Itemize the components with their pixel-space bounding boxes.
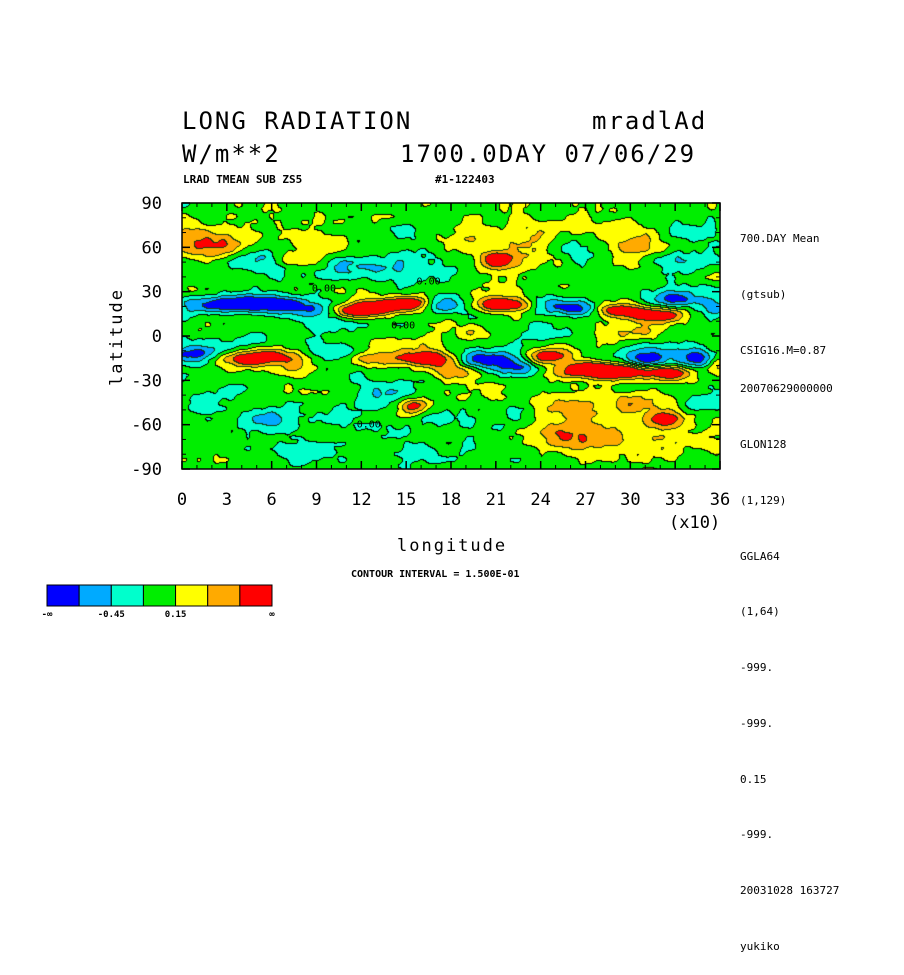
colorbar-label: ∞ xyxy=(269,610,275,620)
y-tick-label: 30 xyxy=(142,283,162,303)
colorbar-label: -∞ xyxy=(42,610,53,620)
x-tick-label: 18 xyxy=(441,490,461,510)
x-tick-label: 27 xyxy=(575,490,595,510)
subtitle-right: #1-122403 xyxy=(435,173,495,186)
side-info-line: -999. xyxy=(740,828,774,842)
time-info: 1700.0DAY 07/06/29 xyxy=(400,140,697,168)
contour-label: 0.00 xyxy=(417,276,441,287)
side-info-line: (gtsub) xyxy=(740,287,787,301)
colorbar-swatch xyxy=(78,584,112,607)
side-info-line: (1,129) xyxy=(740,493,787,507)
colorbar-swatch xyxy=(142,584,177,607)
colorbar-label: -0.45 xyxy=(98,610,125,620)
y-tick-label: 0 xyxy=(152,327,162,347)
side-info-line: -999. xyxy=(740,661,774,675)
chart-title: LONG RADIATION xyxy=(182,107,413,135)
x-tick-label: 12 xyxy=(351,490,371,510)
y-tick-label: 60 xyxy=(142,238,162,258)
colorbar-swatch xyxy=(207,584,241,607)
x-tick-label: 0 xyxy=(177,490,187,510)
side-info-line: 0.15 xyxy=(740,772,767,786)
side-info-line: -999. xyxy=(740,716,774,730)
side-info-line: (1,64) xyxy=(740,605,780,619)
x-tick-label: 3 xyxy=(222,490,232,510)
x-tick-label: 21 xyxy=(486,490,506,510)
y-tick-label: -60 xyxy=(131,416,162,436)
x-tick-label: 24 xyxy=(530,490,550,510)
side-info-line: 20070629000000 xyxy=(740,382,833,396)
x-tick-label: 30 xyxy=(620,490,640,510)
side-info-bottom: 20070629000000 GLON128 (1,129) GGLA64 (1… xyxy=(740,343,839,975)
y-tick-label: -90 xyxy=(131,460,162,480)
contour-label: 0.00 xyxy=(391,321,415,332)
side-info-line: GGLA64 xyxy=(740,549,780,563)
y-tick-label: 90 xyxy=(142,194,162,214)
side-info-line: GLON128 xyxy=(740,437,787,451)
x-tick-label: 9 xyxy=(311,490,321,510)
y-tick-label: -30 xyxy=(131,371,162,391)
colorbar-label: 0.15 xyxy=(165,610,187,620)
x-multiplier: (x10) xyxy=(669,513,721,533)
x-tick-label: 6 xyxy=(267,490,277,510)
x-tick-label: 15 xyxy=(396,490,416,510)
side-info-line: 700.DAY Mean xyxy=(740,232,820,246)
units-label: W/m**2 xyxy=(182,140,281,168)
x-tick-label: 36 xyxy=(710,490,730,510)
side-info-line: CSIG16.M=0.87 xyxy=(740,343,827,357)
colorbar-swatch xyxy=(175,584,209,607)
side-info-top: 700.DAY Mean (gtsub) CSIG16.M=0.87 xyxy=(740,193,826,379)
side-info-line: yukiko xyxy=(740,940,780,953)
contour-label: 0.00 xyxy=(357,420,381,431)
side-info-line: 20031028 163727 xyxy=(740,884,840,898)
contour-interval: CONTOUR INTERVAL = 1.500E-01 xyxy=(351,569,520,580)
colorbar-swatch xyxy=(110,584,144,607)
y-axis-label: latitude xyxy=(107,288,127,386)
variable-name: mradlAd xyxy=(592,107,708,135)
subtitle-left: LRAD TMEAN SUB ZS5 xyxy=(183,173,303,186)
colorbar-swatch xyxy=(239,584,273,607)
colorbar-swatch xyxy=(46,584,80,607)
x-tick-label: 33 xyxy=(665,490,685,510)
heatmap-field xyxy=(182,203,720,469)
x-axis-label: longitude xyxy=(397,536,508,556)
contour-label: 0.00 xyxy=(312,284,336,295)
